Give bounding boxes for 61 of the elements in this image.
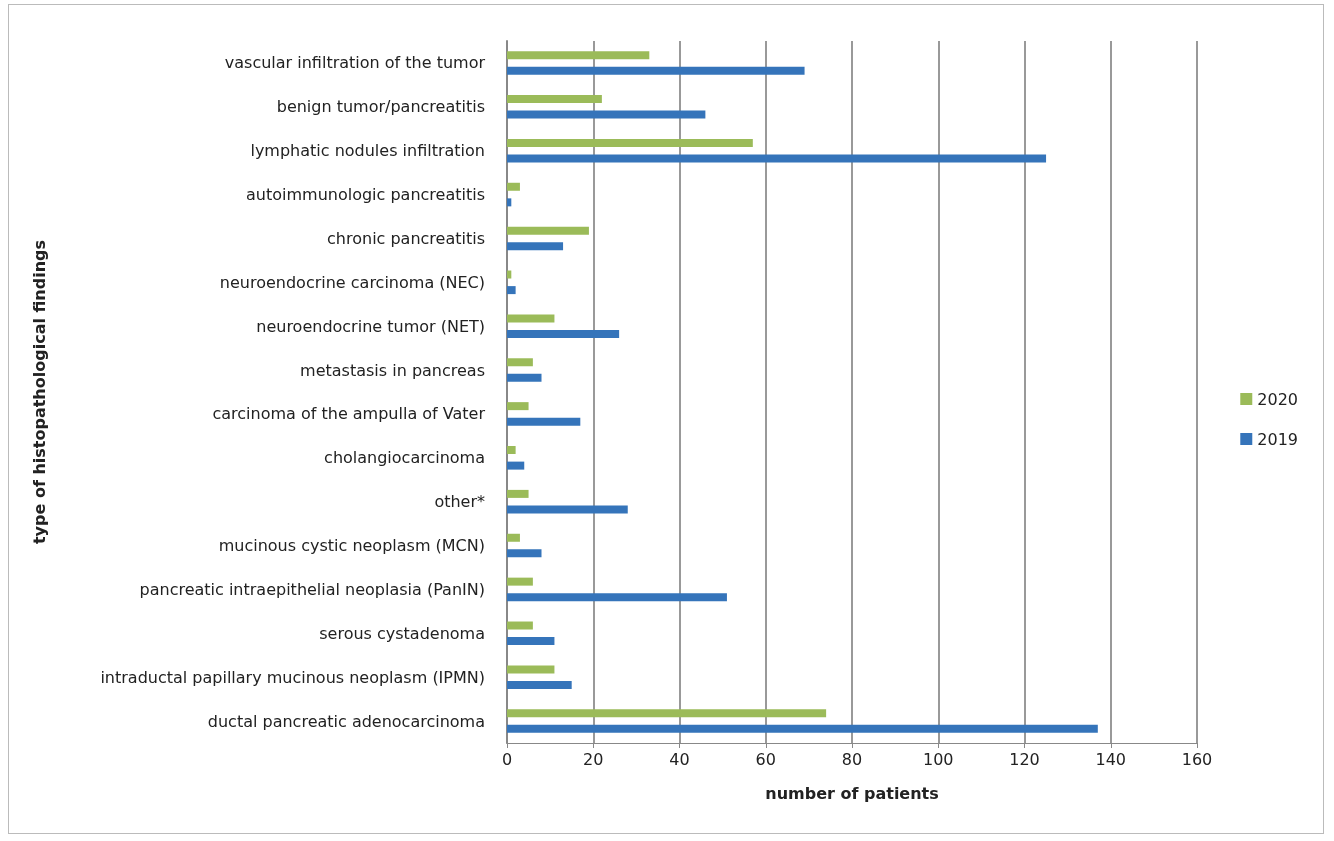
bar [507,154,1047,163]
bar [507,66,805,75]
y-tick-label: mucinous cystic neoplasm (MCN) [218,536,485,556]
x-tick-label: 80 [841,749,863,769]
y-tick-label: lymphatic nodules infiltration [250,141,485,161]
bar [507,329,620,338]
y-tick-label: benign tumor/pancreatitis [276,97,485,117]
x-axis-title: number of patients [765,783,939,803]
y-tick-label: autoimmunologic pancreatitis [246,185,485,205]
x-tick-label: 40 [669,749,690,769]
y-tick-label: metastasis in pancreas [300,360,485,380]
bar [507,373,542,382]
bar [507,724,1098,733]
bar [507,138,753,147]
y-tick-label: other* [434,492,485,512]
bar [507,577,533,586]
bar [507,446,516,455]
bar [507,198,512,207]
y-tick-label: vascular infiltration of the tumor [224,53,486,73]
x-tick-label: 100 [922,749,954,769]
bar [507,505,628,514]
x-tick-label: 0 [501,749,513,769]
bar [507,621,533,630]
bar [507,358,533,367]
y-tick-label: intraductal papillary mucinous neoplasm (IPMN) [100,667,485,687]
bar [507,286,516,295]
bar [507,665,555,674]
bar [507,242,564,251]
bar [507,110,706,119]
bar [507,95,602,104]
legend-label: 2020 [1257,389,1298,409]
x-tick-label: 120 [1009,749,1040,769]
y-tick-label: pancreatic intraepithelial neoplasia (PanIN) [139,579,485,599]
bar [507,314,555,323]
y-tick-label: neuroendocrine carcinoma (NEC) [219,272,485,292]
bar [507,270,512,279]
x-tick-label: 60 [755,749,776,769]
y-tick-label: chronic pancreatitis [327,228,485,248]
x-tick-label: 140 [1095,749,1127,769]
y-tick-label: neuroendocrine tumor (NET) [256,316,485,336]
x-tick-label: 20 [583,749,604,769]
bar [507,680,572,689]
bar [507,182,520,191]
y-tick-label: cholangiocarcinoma [324,448,485,468]
bar [507,709,827,718]
bar [507,489,529,498]
y-axis-title: type of histopathological findings [29,239,49,545]
y-tick-label: ductal pancreatic adenocarcinoma [207,711,485,731]
bar [507,637,555,646]
legend-label: 2019 [1257,429,1298,449]
bar [507,417,581,426]
bar [507,226,589,235]
bar [507,593,727,602]
bar [507,51,650,60]
y-tick-label: serous cystadenoma [319,623,485,643]
bar [507,549,542,558]
bar [507,533,520,542]
bar [507,461,525,470]
y-tick-label: carcinoma of the ampulla of Vater [212,404,486,424]
bar [507,402,529,411]
x-tick-label: 160 [1181,749,1213,769]
